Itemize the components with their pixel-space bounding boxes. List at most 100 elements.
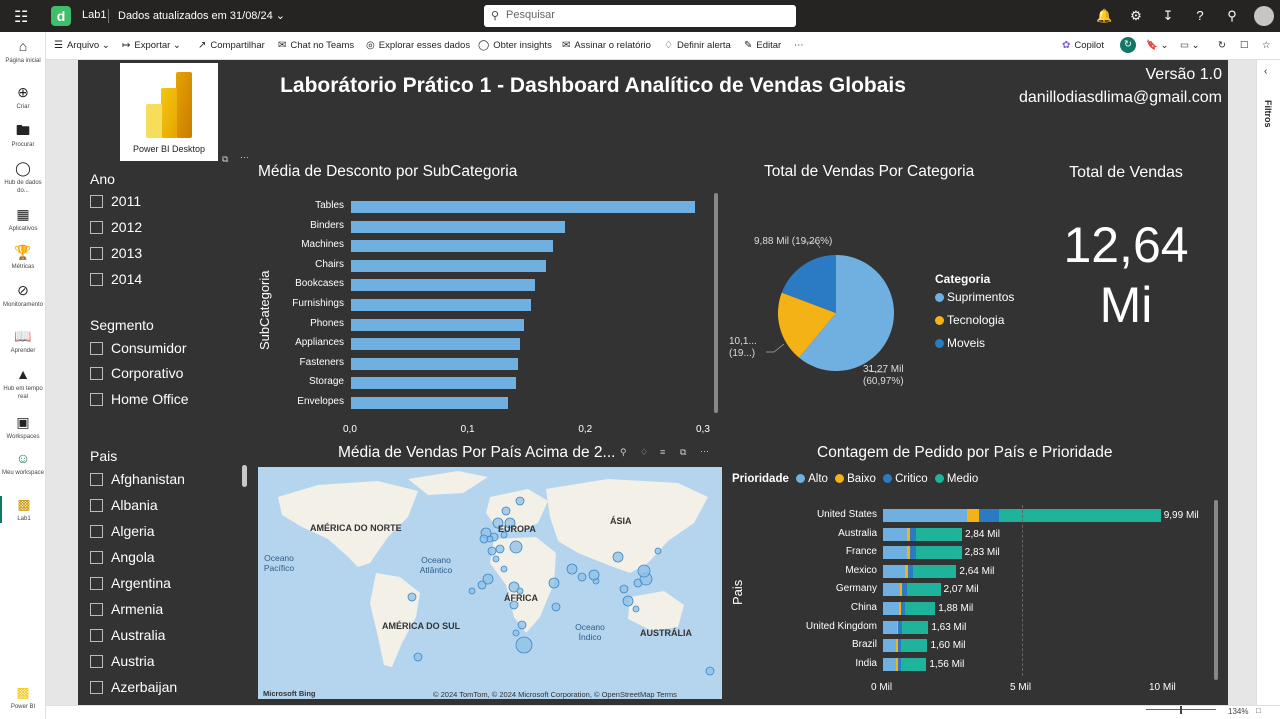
app-launcher-icon[interactable]: ☷ (14, 9, 29, 26)
slicer-item-angola[interactable]: Angola (90, 549, 155, 567)
fit-page-icon[interactable]: □ (1256, 706, 1261, 715)
nav-powerbi[interactable]: ▩ Power BI (0, 684, 46, 711)
discount-bar[interactable] (351, 299, 532, 311)
orders-bar-segment-critico[interactable] (909, 546, 916, 560)
more-options-icon[interactable]: ⋯ (240, 152, 249, 162)
discount-bar[interactable] (351, 240, 553, 253)
checkbox[interactable] (90, 499, 103, 512)
pie-slice-suprimentos[interactable] (798, 255, 894, 371)
orders-bar-segment-baixo[interactable] (898, 602, 901, 615)
legend-item-alto[interactable]: Alto (792, 473, 828, 485)
refresh-visual-icon[interactable]: ↻ (1120, 37, 1136, 53)
orders-bar-segment-medio[interactable] (900, 657, 927, 671)
orders-bar-segment-critico[interactable] (900, 602, 905, 615)
filter-icon[interactable]: ≡ (660, 447, 666, 457)
orders-bar-segment-medio[interactable] (915, 527, 962, 541)
checkbox[interactable] (90, 473, 103, 486)
checkbox[interactable] (90, 195, 103, 208)
orders-bar-segment-medio[interactable] (901, 639, 928, 653)
set-alert-button[interactable]: ♢ Definir alerta (664, 40, 731, 51)
bell-icon[interactable]: 🔔 (1096, 8, 1113, 23)
expand-icon[interactable]: ⧉ (222, 154, 229, 164)
checkbox[interactable] (90, 273, 103, 286)
orders-bar-segment-medio[interactable] (913, 564, 957, 578)
orders-bar-segment-critico[interactable] (897, 657, 901, 671)
slicer-item-2014[interactable]: 2014 (90, 271, 142, 289)
orders-bar-segment-critico[interactable] (978, 509, 1000, 522)
orders-bar-segment-alto[interactable] (883, 602, 899, 615)
discount-bar[interactable] (351, 279, 535, 292)
pie-slice-tecnologia[interactable] (778, 292, 836, 358)
help-icon[interactable]: ? (1196, 8, 1204, 23)
checkbox[interactable] (90, 681, 103, 694)
orders-bar-segment-alto[interactable] (883, 509, 967, 522)
avatar[interactable] (1254, 6, 1274, 26)
orders-bar-segment-alto[interactable] (883, 546, 907, 560)
reload-icon[interactable]: ↻ (1218, 40, 1226, 51)
legend-item-baixo[interactable]: Baixo (831, 473, 876, 485)
pie-legend-tecnologia[interactable]: Tecnologia (935, 313, 1004, 327)
expand-icon[interactable]: ⧉ (680, 447, 687, 457)
slicer-item-algeria[interactable]: Algeria (90, 523, 155, 541)
legend-item-critico[interactable]: Critico (879, 473, 928, 485)
discount-bar[interactable] (351, 338, 520, 351)
chevron-left-icon[interactable]: ‹ (1264, 66, 1268, 77)
insights-button[interactable]: ◯ Obter insights (478, 40, 552, 51)
map-attribution[interactable]: © 2024 TomTom, © 2024 Microsoft Corporat… (433, 690, 677, 699)
orders-bar-segment-baixo[interactable] (966, 509, 979, 522)
orders-bar-segment-medio[interactable] (904, 602, 936, 615)
orders-bar-segment-alto[interactable] (883, 527, 907, 541)
orders-bar-segment-alto[interactable] (883, 564, 905, 578)
orders-bar-segment-critico[interactable] (907, 564, 914, 578)
discount-bar[interactable] (351, 259, 546, 272)
file-menu[interactable]: ☰ Arquivo ⌄ (54, 40, 110, 51)
orders-bar-segment-alto[interactable] (883, 583, 901, 597)
view-icon[interactable]: ▭ ⌄ (1180, 40, 1200, 51)
discount-bar[interactable] (351, 377, 516, 390)
edit-button[interactable]: ✎ Editar (744, 40, 781, 51)
checkbox[interactable] (90, 393, 103, 406)
nav-home[interactable]: ⌂ Página inicial (0, 38, 46, 65)
zoom-slider-thumb[interactable] (1180, 706, 1182, 714)
checkbox[interactable] (90, 655, 103, 668)
pin-icon[interactable]: ⚲ (620, 447, 627, 457)
discount-bar[interactable] (351, 397, 508, 409)
favorite-icon[interactable]: ☆ (1262, 40, 1271, 51)
orders-bar-segment-alto[interactable] (883, 639, 897, 653)
orders-bar-segment-medio[interactable] (901, 620, 929, 634)
orders-bar-segment-critico[interactable] (898, 620, 902, 634)
orders-bar-segment-critico[interactable] (909, 527, 916, 541)
nav-realtime-hub[interactable]: ▲ Hub em tempo real (0, 366, 46, 401)
nav-my-workspace[interactable]: ☺ Meu workspace (0, 450, 46, 477)
workspace-name[interactable]: Lab1 (82, 9, 107, 21)
orders-bar-segment-critico[interactable] (898, 639, 902, 653)
share-button[interactable]: ↗ Compartilhar (198, 40, 265, 51)
gear-icon[interactable]: ⚙ (1130, 8, 1142, 23)
explore-data-button[interactable]: ◎ Explorar esses dados (366, 40, 470, 51)
slicer-item-australia[interactable]: Australia (90, 627, 165, 645)
checkbox[interactable] (90, 221, 103, 234)
checkbox[interactable] (90, 247, 103, 260)
nav-workspaces[interactable]: ▣ Workspaces (0, 414, 46, 441)
checkbox[interactable] (90, 525, 103, 538)
orders-bar-segment-baixo[interactable] (906, 546, 910, 560)
bookmark-icon[interactable]: 🔖 ⌄ (1146, 40, 1169, 51)
download-icon[interactable]: ↧ (1162, 8, 1174, 23)
orders-bar-segment-baixo[interactable] (896, 657, 898, 671)
pie-slice-moveis[interactable] (781, 255, 836, 313)
orders-bar-segment-medio[interactable] (906, 583, 941, 597)
filters-pane[interactable]: ‹ Filtros (1256, 60, 1280, 705)
orders-bar-segment-baixo[interactable] (904, 564, 908, 578)
slicer-item-consumidor[interactable]: Consumidor (90, 340, 186, 358)
subscribe-button[interactable]: ✉ Assinar o relatório (562, 40, 651, 51)
slicer-item-albania[interactable]: Albania (90, 497, 158, 515)
discount-bar[interactable] (351, 357, 519, 370)
slicer-item-azerbaijan[interactable]: Azerbaijan (90, 679, 177, 697)
legend-item-medio[interactable]: Medio (931, 473, 978, 485)
search-input[interactable]: ⚲ Pesquisar (484, 5, 796, 27)
nav-create[interactable]: ⊕ Criar (0, 84, 46, 111)
more-options-icon[interactable]: ⋯ (700, 446, 709, 456)
checkbox[interactable] (90, 342, 103, 355)
discount-bar[interactable] (351, 220, 565, 233)
nav-learn[interactable]: 📖 Aprender (0, 328, 46, 355)
